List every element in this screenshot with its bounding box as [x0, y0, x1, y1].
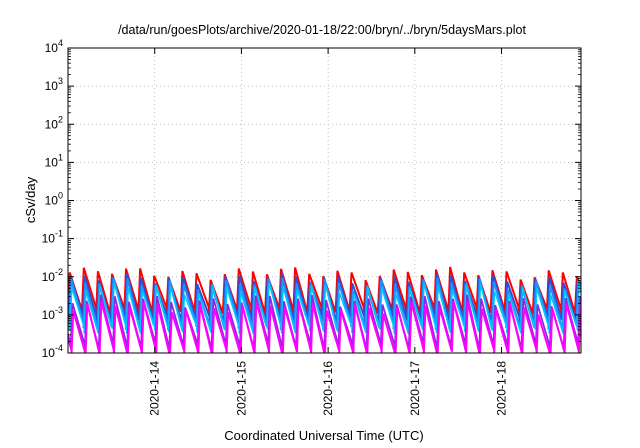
series-line [68, 266, 581, 315]
y-tick-base: 10 [45, 155, 59, 169]
chart-title: /data/run/goesPlots/archive/2020-01-18/2… [118, 23, 526, 37]
y-tick-exponent: -1 [55, 229, 63, 239]
x-tick-label: 2020-1-17 [408, 361, 422, 416]
y-tick-base: 10 [42, 346, 56, 360]
y-tick-exponent: -4 [55, 343, 63, 353]
x-axis: 2020-1-14 2020-1-15 2020-1-16 2020-1-17 2020… [148, 48, 509, 416]
y-tick-base: 10 [45, 79, 59, 93]
y-tick-label: 103 [45, 76, 63, 93]
y-tick-base: 10 [45, 194, 59, 208]
x-tick-label: 2020-1-15 [234, 361, 248, 416]
y-tick-exponent: 2 [58, 114, 63, 124]
y-tick-exponent: 4 [58, 38, 63, 48]
x-tick-label: 2020-1-16 [321, 361, 335, 416]
y-tick-label: 101 [45, 152, 63, 169]
y-tick-label: 10-4 [42, 343, 63, 360]
y-tick-exponent: -3 [55, 305, 63, 315]
y-tick-label: 102 [45, 114, 63, 131]
series-group [68, 266, 581, 353]
y-tick-label: 10-3 [42, 305, 63, 322]
series-line [68, 282, 581, 334]
x-tick-label: 2020-1-14 [148, 361, 162, 416]
y-tick-base: 10 [45, 117, 59, 131]
y-tick-base: 10 [45, 41, 59, 55]
y-tick-exponent: 0 [58, 191, 63, 201]
y-axis-label: cSv/day [23, 176, 38, 223]
y-tick-exponent: -2 [55, 267, 63, 277]
y-tick-label: 10-1 [42, 229, 63, 246]
y-tick-label: 100 [45, 191, 63, 208]
y-tick-base: 10 [42, 270, 56, 284]
series-line [68, 300, 581, 353]
y-tick-base: 10 [42, 232, 56, 246]
y-tick-base: 10 [42, 308, 56, 322]
x-tick-label: 2020-1-18 [495, 361, 509, 416]
y-tick-label: 10-2 [42, 267, 63, 284]
y-tick-exponent: 1 [58, 152, 63, 162]
y-tick-exponent: 3 [58, 76, 63, 86]
x-axis-label: Coordinated Universal Time (UTC) [224, 428, 423, 443]
y-tick-label: 104 [45, 38, 63, 55]
